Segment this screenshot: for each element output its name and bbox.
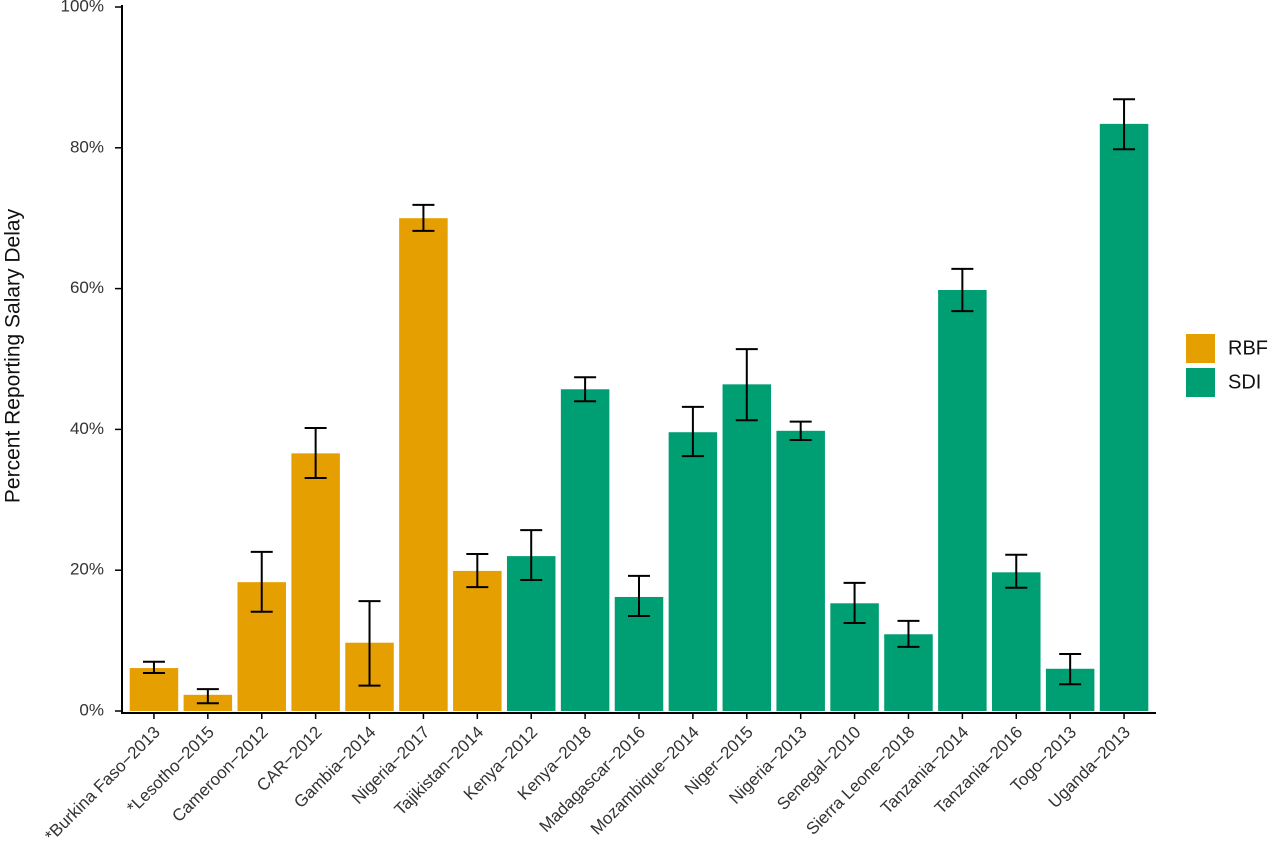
error-bar <box>196 688 219 705</box>
bar <box>1099 123 1149 711</box>
bar <box>722 384 772 711</box>
bar <box>453 570 502 711</box>
error-bar <box>897 619 920 648</box>
error-bar <box>358 600 381 687</box>
error-bar <box>843 581 866 624</box>
y-tick-label: 100% <box>61 0 104 15</box>
bar <box>129 668 179 711</box>
bar <box>992 572 1041 711</box>
legend-label: SDI <box>1228 371 1261 393</box>
y-tick-label: 60% <box>70 278 104 297</box>
error-bar <box>1059 652 1082 686</box>
legend-label: RBF <box>1228 337 1268 359</box>
error-bar <box>1113 98 1136 151</box>
error-bar <box>789 420 812 441</box>
y-tick-label: 80% <box>70 137 104 156</box>
error-bar <box>951 267 974 313</box>
bar <box>668 432 718 711</box>
error-bar <box>412 203 435 232</box>
bar <box>291 453 340 711</box>
x-tick-label: Cameroon−2012 <box>168 723 271 826</box>
error-bar <box>520 529 543 582</box>
y-tick-label: 20% <box>70 560 104 579</box>
error-bar <box>142 660 165 674</box>
bar <box>506 556 556 711</box>
y-axis-label: Percent Reporting Salary Delay <box>2 208 25 503</box>
error-bar <box>574 376 597 403</box>
y-tick-label: 40% <box>70 419 104 438</box>
bar <box>399 218 448 711</box>
legend-key <box>1186 368 1215 397</box>
error-bar <box>735 348 758 422</box>
bar <box>560 389 610 711</box>
error-bar <box>304 426 327 479</box>
bar <box>776 430 825 711</box>
legend-key <box>1186 334 1215 363</box>
error-bar <box>628 574 650 617</box>
error-bar <box>1005 553 1028 589</box>
error-bar <box>681 405 704 458</box>
error-bar <box>250 550 273 613</box>
y-tick-label: 0% <box>79 700 104 719</box>
bar <box>938 290 987 711</box>
error-bar <box>466 553 489 589</box>
